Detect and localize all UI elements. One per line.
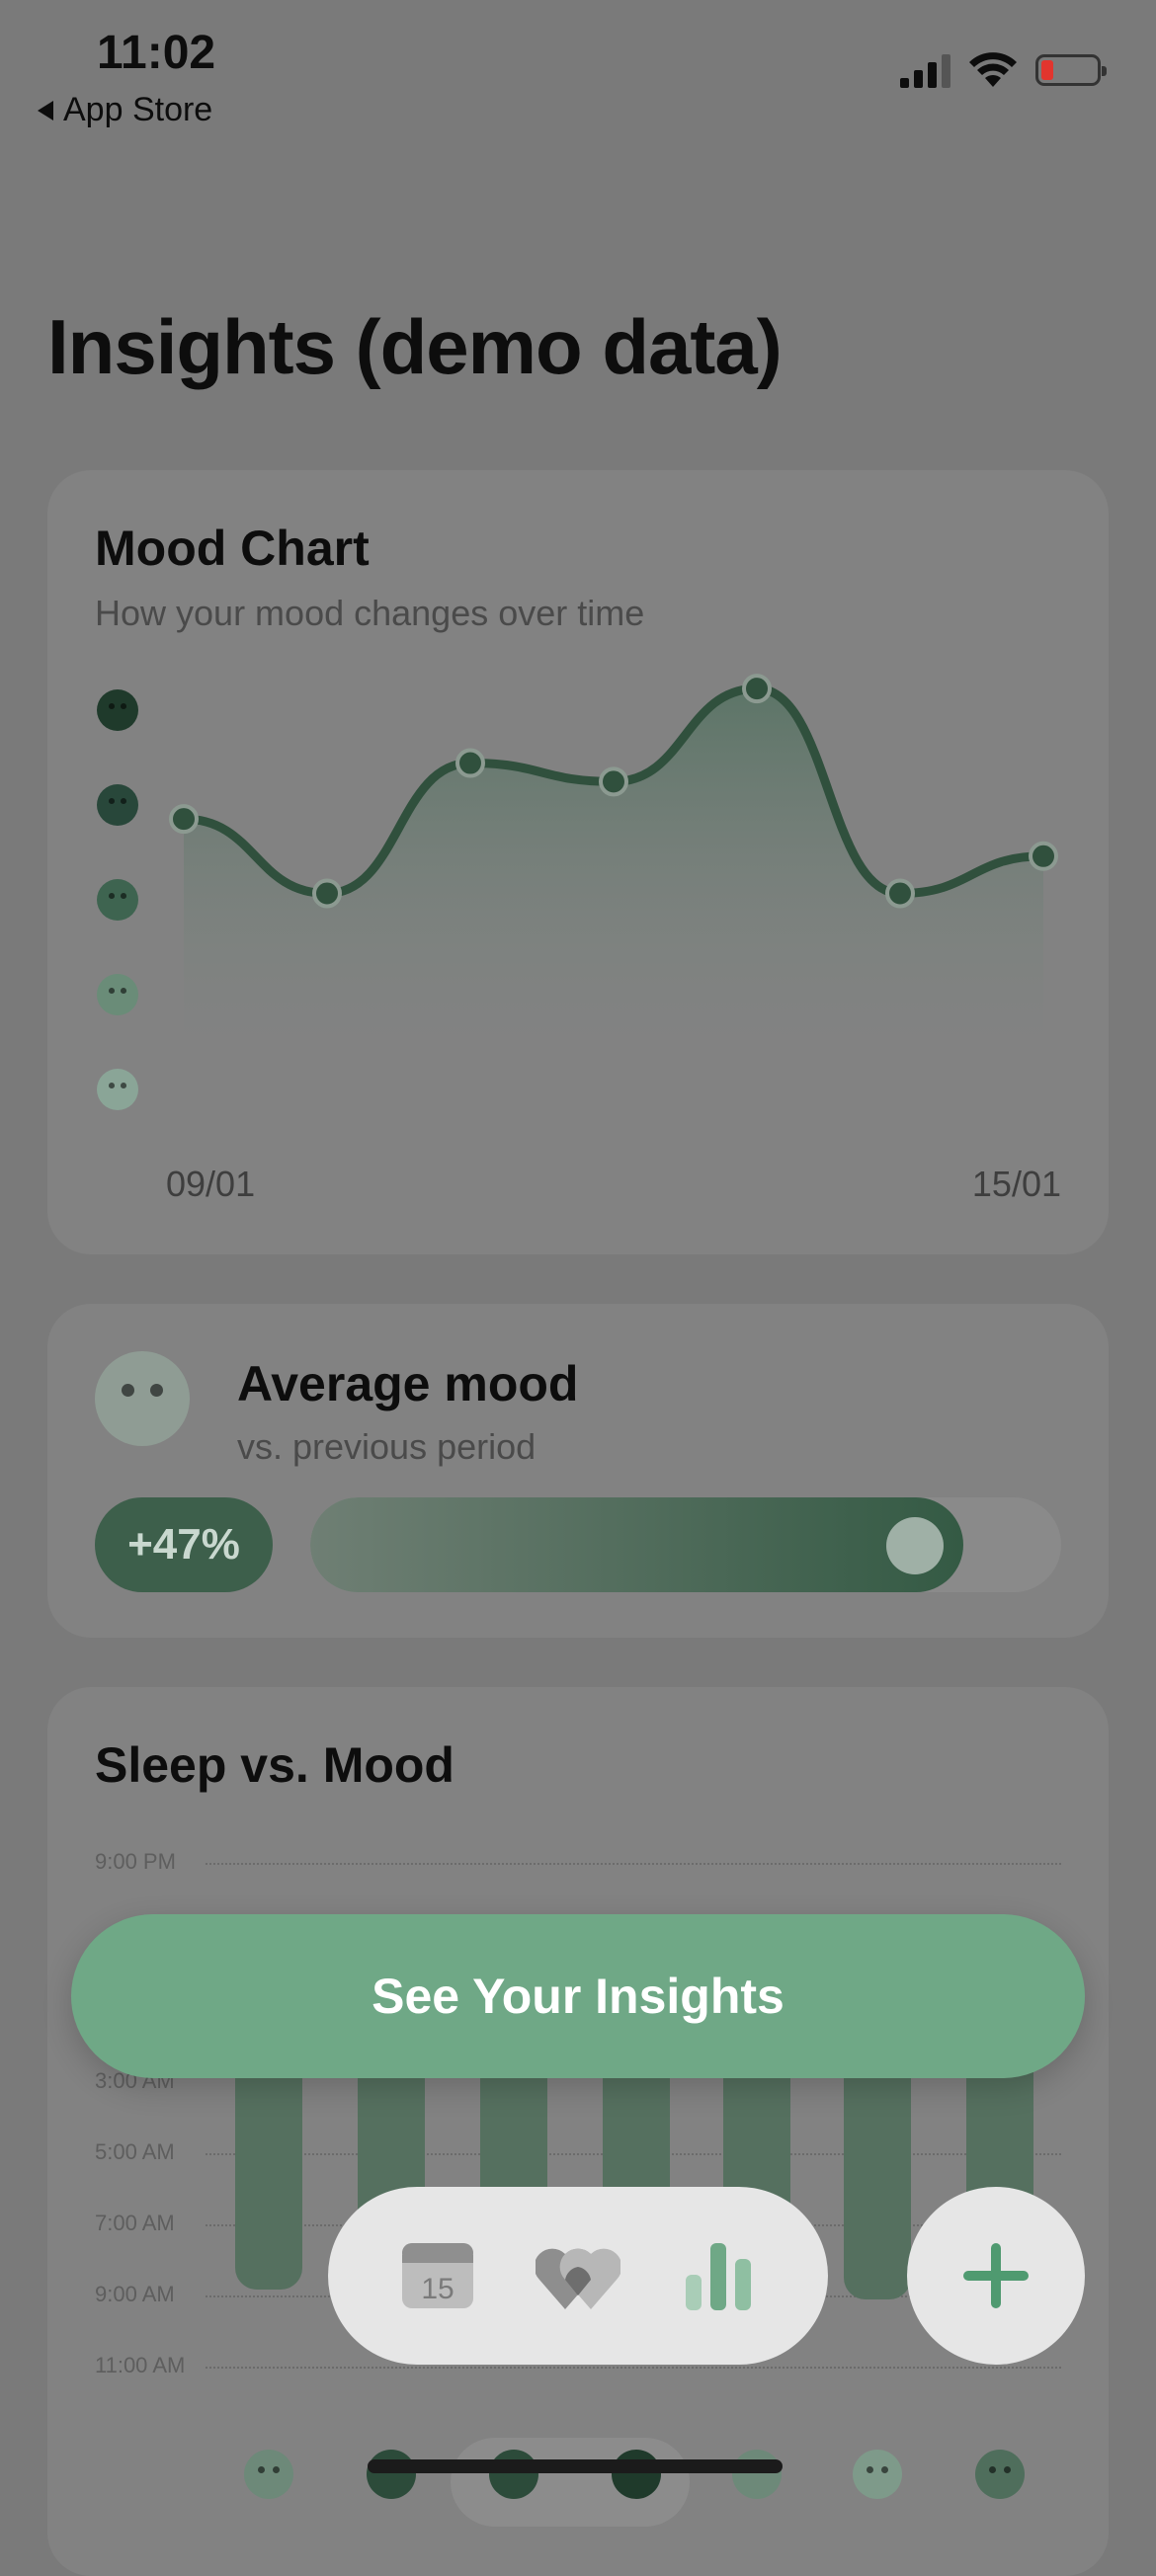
mood-data-point — [885, 878, 915, 909]
average-mood-title: Average mood — [237, 1356, 579, 1411]
back-link-label: App Store — [63, 91, 213, 128]
average-mood-bar-fill — [310, 1497, 964, 1592]
tab-insights[interactable] — [669, 2226, 768, 2325]
mood-data-point — [312, 878, 342, 909]
sleep-time-label: 11:00 AM — [95, 2353, 186, 2377]
mood-data-point — [599, 766, 628, 797]
sleep-gridline — [206, 1863, 1061, 1865]
back-to-app-store-link[interactable]: App Store — [38, 91, 212, 129]
plus-icon — [963, 2243, 1029, 2308]
mood-very-bad-icon — [97, 1069, 138, 1110]
average-mood-bar-emoji-icon — [886, 1517, 945, 1574]
mood-great-icon — [97, 689, 138, 731]
wifi-icon — [969, 52, 1017, 87]
chart-start-date: 09/01 — [166, 1164, 256, 1204]
status-icons — [900, 51, 1107, 89]
add-entry-button[interactable] — [907, 2187, 1085, 2365]
mood-bad-icon — [244, 2450, 293, 2499]
tab-bar: 15 — [328, 2187, 828, 2365]
sleep-time-label: 5:00 AM — [95, 2139, 175, 2164]
average-mood-card[interactable]: Average mood vs. previous period +47% — [47, 1304, 1109, 1638]
mood-change-badge: +47% — [95, 1497, 273, 1592]
mood-chart-card[interactable]: Mood Chart How your mood changes over ti… — [47, 470, 1109, 1254]
battery-icon — [1035, 54, 1107, 86]
mood-good-icon — [97, 784, 138, 826]
mood-okay-icon — [97, 879, 138, 921]
health-hearts-icon — [536, 2248, 620, 2309]
calendar-day-number: 15 — [421, 2273, 454, 2305]
status-time: 11:02 — [97, 27, 216, 79]
mood-bad-icon — [853, 2450, 902, 2499]
mood-chart-subtitle: How your mood changes over time — [95, 593, 645, 633]
cellular-signal-icon — [900, 52, 950, 88]
mood-data-point — [455, 748, 485, 778]
mood-area — [184, 688, 1043, 1055]
average-mood-emoji-icon — [95, 1351, 190, 1446]
chart-end-date: 15/01 — [971, 1164, 1061, 1204]
page-title: Insights (demo data) — [47, 303, 783, 390]
mood-line-chart — [169, 674, 1058, 1055]
mood-bad-icon — [97, 974, 138, 1015]
see-your-insights-button[interactable]: See Your Insights — [71, 1914, 1085, 2078]
mood-okay-icon — [612, 2450, 661, 2499]
mood-chart-title: Mood Chart — [95, 521, 370, 576]
sleep-bar — [235, 2062, 302, 2290]
sleep-time-label: 7:00 AM — [95, 2211, 175, 2235]
mood-data-point — [169, 804, 199, 835]
mood-good-icon — [367, 2450, 416, 2499]
bar-chart-icon — [686, 2243, 751, 2310]
mood-bad-icon — [732, 2450, 782, 2499]
mood-data-point — [742, 674, 772, 704]
mood-data-point — [1029, 841, 1058, 871]
sleep-time-label: 9:00 PM — [95, 1849, 176, 1874]
tab-calendar[interactable]: 15 — [388, 2226, 487, 2325]
average-mood-bar — [310, 1497, 1061, 1592]
sleep-gridline — [206, 2367, 1061, 2369]
average-mood-subtitle: vs. previous period — [237, 1426, 537, 1467]
tab-health[interactable] — [529, 2226, 627, 2325]
sleep-bar — [844, 2062, 911, 2299]
mood-bad-icon — [975, 2450, 1025, 2499]
sleep-time-label: 9:00 AM — [95, 2282, 175, 2306]
back-triangle-icon — [38, 100, 53, 121]
home-indicator — [368, 2459, 783, 2473]
sleep-vs-mood-title: Sleep vs. Mood — [95, 1737, 454, 1793]
sleep-vs-mood-card[interactable]: Sleep vs. Mood 9:00 PM 3:00 AM 5:00 AM 7… — [47, 1687, 1109, 2576]
calendar-icon: 15 — [402, 2243, 473, 2308]
mood-good-icon — [489, 2450, 538, 2499]
